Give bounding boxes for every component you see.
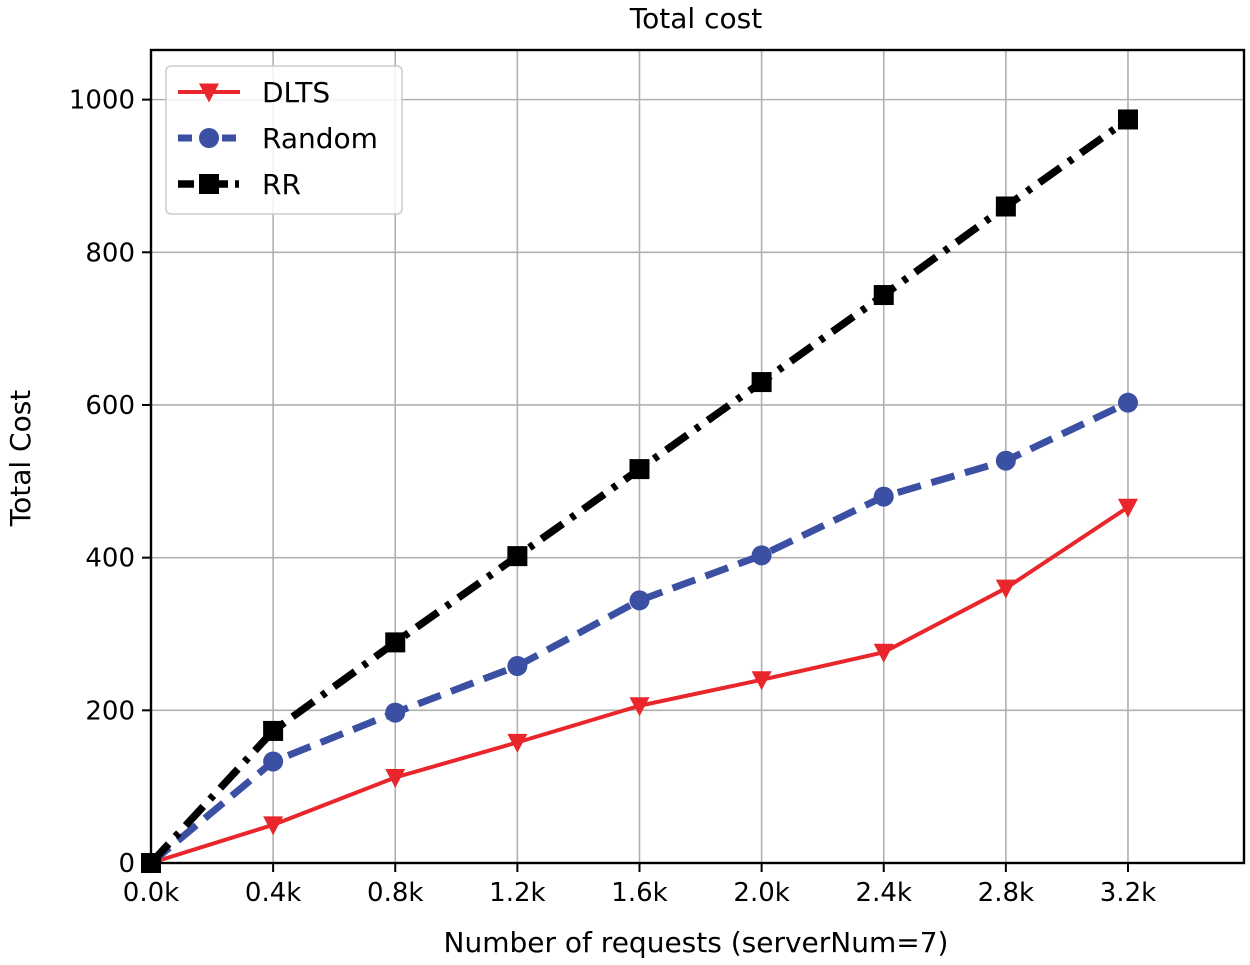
legend-box — [165, 65, 403, 215]
data-point — [995, 196, 1016, 217]
series-layer — [141, 109, 1138, 874]
data-point — [751, 671, 772, 691]
data-point — [263, 816, 284, 836]
data-point — [385, 769, 406, 789]
data-point — [751, 545, 772, 566]
x-tick-label: 0.0k — [123, 878, 179, 908]
legend: DLTS Random RR — [165, 65, 403, 215]
data-point — [629, 459, 650, 480]
chart-title: Total cost — [629, 2, 762, 35]
y-tick-label: 400 — [85, 544, 135, 574]
data-point — [873, 643, 894, 663]
y-tick-label: 1000 — [69, 86, 135, 116]
data-point — [507, 546, 528, 567]
x-tick-label: 0.4k — [245, 878, 301, 908]
x-tick-label: 1.6k — [611, 878, 667, 908]
data-point — [1117, 109, 1138, 130]
legend-item: DLTS — [178, 76, 330, 109]
data-point — [995, 450, 1016, 471]
tick-layer: 0.0k 0.4k 0.8k 1.2k 1.6k 2.0k 2.4k 2.8k 3.2k 0 200… — [69, 86, 1156, 908]
x-tick-label: 3.2k — [1100, 878, 1156, 908]
legend-marker — [199, 174, 219, 194]
data-point — [263, 751, 284, 772]
legend-marker — [199, 128, 219, 148]
data-point — [385, 702, 406, 723]
legend-label: RR — [262, 168, 301, 201]
data-point — [873, 486, 894, 507]
data-point — [873, 285, 894, 306]
x-tick-label: 2.8k — [978, 878, 1034, 908]
x-tick-label: 0.8k — [367, 878, 423, 908]
legend-item: Random — [178, 122, 378, 155]
legend-label: Random — [262, 122, 378, 155]
data-point — [507, 656, 528, 677]
y-axis-label: Total Cost — [4, 390, 37, 528]
x-tick-label: 2.0k — [733, 878, 789, 908]
x-tick-label: 2.4k — [856, 878, 912, 908]
x-axis-label: Number of requests (serverNum=7) — [444, 926, 949, 959]
data-point — [629, 697, 650, 717]
y-tick-label: 800 — [85, 238, 135, 268]
legend-label: DLTS — [262, 76, 330, 109]
data-point — [1117, 498, 1138, 518]
y-tick-label: 0 — [118, 849, 135, 879]
data-point — [263, 720, 284, 741]
legend-marker — [199, 83, 219, 103]
grid — [150, 50, 1244, 864]
series-line — [148, 399, 1130, 866]
data-point — [507, 733, 528, 753]
plot-frame — [149, 48, 1246, 865]
legend-item: RR — [178, 168, 301, 201]
data-point — [995, 579, 1016, 599]
data-point — [751, 372, 772, 393]
x-tick-label: 1.2k — [489, 878, 545, 908]
y-tick-label: 600 — [85, 391, 135, 421]
data-point — [1117, 392, 1138, 413]
data-point — [385, 632, 406, 653]
y-tick-label: 200 — [85, 696, 135, 726]
data-point — [629, 590, 650, 611]
